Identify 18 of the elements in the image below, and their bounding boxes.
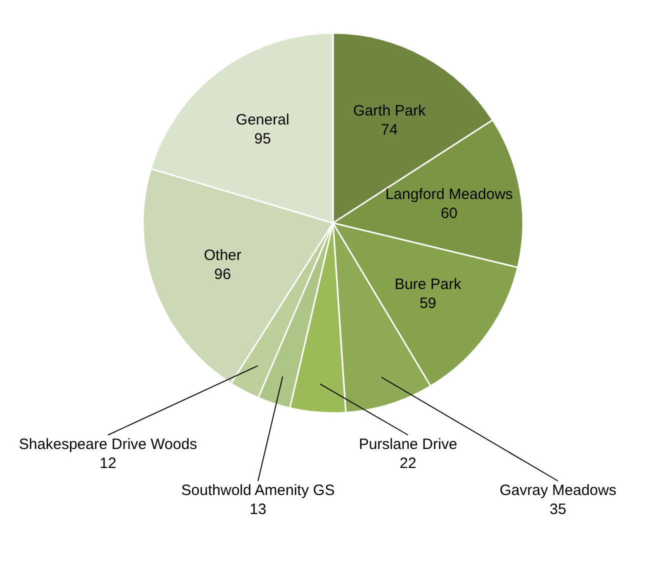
- slice-label: Shakespeare Drive Woods: [18, 436, 198, 453]
- data-label: 74: [381, 122, 398, 139]
- data-label: 96: [214, 266, 231, 284]
- data-label: 22: [400, 455, 416, 472]
- slice-label: Langford Meadows: [385, 186, 513, 204]
- slice-label: Bure Park: [394, 276, 462, 293]
- data-label: 35: [550, 501, 566, 518]
- slice-label: Gavray Meadows: [500, 482, 616, 499]
- slice-label: Garth Park: [353, 102, 426, 120]
- slice-label: Purslane Drive: [358, 436, 458, 453]
- data-label: 95: [254, 130, 271, 148]
- slice-label: Other: [204, 247, 242, 264]
- data-label: 59: [420, 294, 436, 312]
- data-label: 13: [250, 501, 266, 518]
- data-label: 12: [100, 455, 116, 472]
- slice-label: General: [236, 112, 290, 129]
- data-label: 60: [440, 205, 458, 222]
- slice-label: Southwold Amenity GS: [181, 482, 335, 499]
